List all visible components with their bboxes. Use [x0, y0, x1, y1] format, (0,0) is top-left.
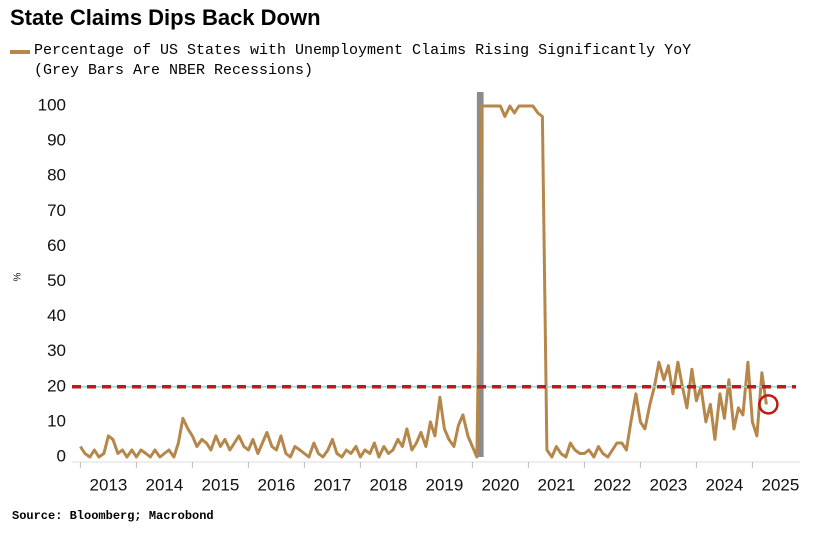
y-tick-label: 30 — [47, 341, 66, 360]
x-tick-label: 2017 — [313, 475, 351, 494]
y-tick-label: 10 — [47, 411, 66, 430]
x-tick-label: 2013 — [89, 475, 127, 494]
x-tick-label: 2018 — [369, 475, 407, 494]
chart-subtitle: (Grey Bars Are NBER Recessions) — [34, 62, 313, 79]
y-tick-label: 80 — [47, 166, 66, 185]
y-axis-label: % — [13, 272, 24, 281]
x-tick-label: 2024 — [705, 475, 743, 494]
y-tick-label: 70 — [47, 201, 66, 220]
data-line — [79, 104, 768, 459]
x-tick-label: 2022 — [593, 475, 631, 494]
y-tick-label: 40 — [47, 306, 66, 325]
y-tick-label: 50 — [47, 271, 66, 290]
y-tick-label: 60 — [47, 236, 66, 255]
source: Source: Bloomberg; Macrobond — [12, 509, 214, 523]
y-tick-label: 20 — [47, 376, 66, 395]
highlight-circle — [758, 394, 779, 415]
x-tick-label: 2014 — [145, 475, 183, 494]
x-tick-label: 2025 — [761, 475, 799, 494]
x-tick-label: 2020 — [481, 475, 519, 494]
x-tick-label: 2016 — [257, 475, 295, 494]
y-tick-label: 90 — [47, 131, 66, 150]
y-tick-label: 100 — [38, 95, 66, 114]
legend-label: Percentage of US States with Unemploymen… — [34, 42, 691, 59]
y-tick-label: 0 — [57, 446, 66, 465]
x-tick-label: 2015 — [201, 475, 239, 494]
x-tick-label: 2023 — [649, 475, 687, 494]
chart-title: State Claims Dips Back Down — [10, 5, 321, 30]
x-tick-label: 2021 — [537, 475, 575, 494]
x-tick-label: 2019 — [425, 475, 463, 494]
